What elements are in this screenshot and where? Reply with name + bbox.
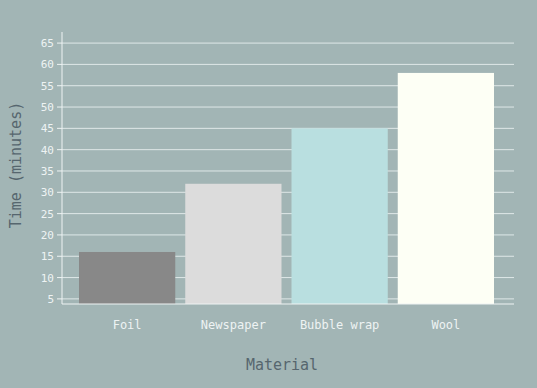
tick-mark [57, 298, 62, 299]
tick-mark [57, 128, 62, 129]
bar [292, 128, 388, 304]
chart: 5 10 15 20 25 30 35 40 45 50 55 60 65 Foil Newspaper Bu… [0, 0, 537, 388]
category-label: Wool [431, 318, 460, 332]
tick-mark [57, 149, 62, 150]
tick-label: 55 [41, 80, 54, 93]
bar [79, 252, 175, 304]
tick-mark [57, 43, 62, 44]
tick-label: 25 [41, 208, 54, 221]
category-label: Bubble wrap [300, 318, 379, 332]
tick-label: 30 [41, 186, 54, 199]
tick-mark [57, 234, 62, 235]
tick-mark [57, 213, 62, 214]
bars [79, 73, 494, 304]
tick-mark [57, 64, 62, 65]
background [0, 0, 537, 388]
y-axis [62, 32, 63, 304]
bar [185, 184, 281, 304]
tick-mark [57, 192, 62, 193]
tick-mark [57, 85, 62, 86]
grid-line [62, 64, 514, 65]
tick-label: 50 [41, 101, 54, 114]
tick-mark [57, 277, 62, 278]
x-axis-label: Material [246, 356, 318, 374]
tick-label: 5 [47, 293, 54, 306]
tick-mark [57, 256, 62, 257]
tick-label: 65 [41, 37, 54, 50]
grid-line [62, 43, 514, 44]
y-axis-label: Time (minutes) [7, 102, 25, 228]
tick-label: 40 [41, 144, 54, 157]
category-label: Foil [113, 318, 142, 332]
category-label: Newspaper [201, 318, 266, 332]
tick-mark [57, 107, 62, 108]
tick-label: 20 [41, 229, 54, 242]
bar [398, 73, 494, 304]
tick-label: 45 [41, 122, 54, 135]
tick-label: 35 [41, 165, 54, 178]
tick-label: 15 [41, 250, 54, 263]
tick-label: 10 [41, 272, 54, 285]
x-axis [62, 304, 514, 305]
tick-label: 60 [41, 58, 54, 71]
tick-mark [57, 170, 62, 171]
